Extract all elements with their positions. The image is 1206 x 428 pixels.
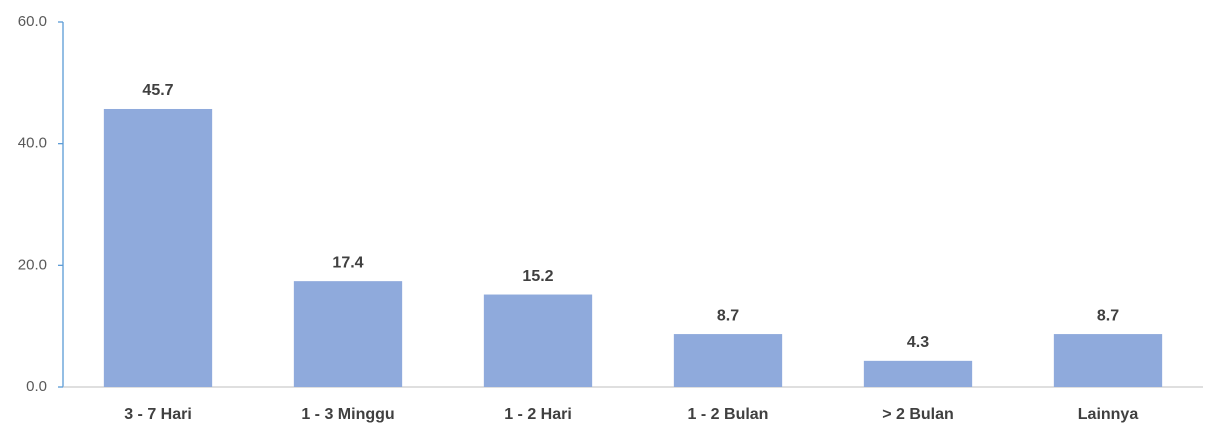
x-tick-label: > 2 Bulan [882, 406, 954, 423]
bar [483, 294, 593, 387]
bar [863, 360, 973, 387]
y-tick-label: 0.0 [26, 378, 47, 395]
y-tick-label: 40.0 [18, 135, 47, 152]
bar [293, 281, 403, 387]
bar [103, 108, 213, 387]
x-tick-label: 1 - 2 Hari [504, 406, 572, 423]
data-label: 4.3 [907, 334, 929, 351]
data-label: 45.7 [142, 82, 173, 99]
y-tick-label: 20.0 [18, 256, 47, 273]
x-tick-label: 1 - 2 Bulan [688, 406, 769, 423]
data-label: 17.4 [332, 254, 363, 271]
bar [673, 334, 783, 387]
data-label: 8.7 [717, 307, 739, 324]
x-tick-label: 1 - 3 Minggu [301, 406, 394, 423]
data-label: 15.2 [522, 268, 553, 285]
bar [1053, 334, 1163, 387]
x-tick-label: 3 - 7 Hari [124, 406, 192, 423]
data-label: 8.7 [1097, 307, 1119, 324]
y-tick-label: 60.0 [18, 13, 47, 30]
x-tick-label: Lainnya [1078, 406, 1139, 423]
